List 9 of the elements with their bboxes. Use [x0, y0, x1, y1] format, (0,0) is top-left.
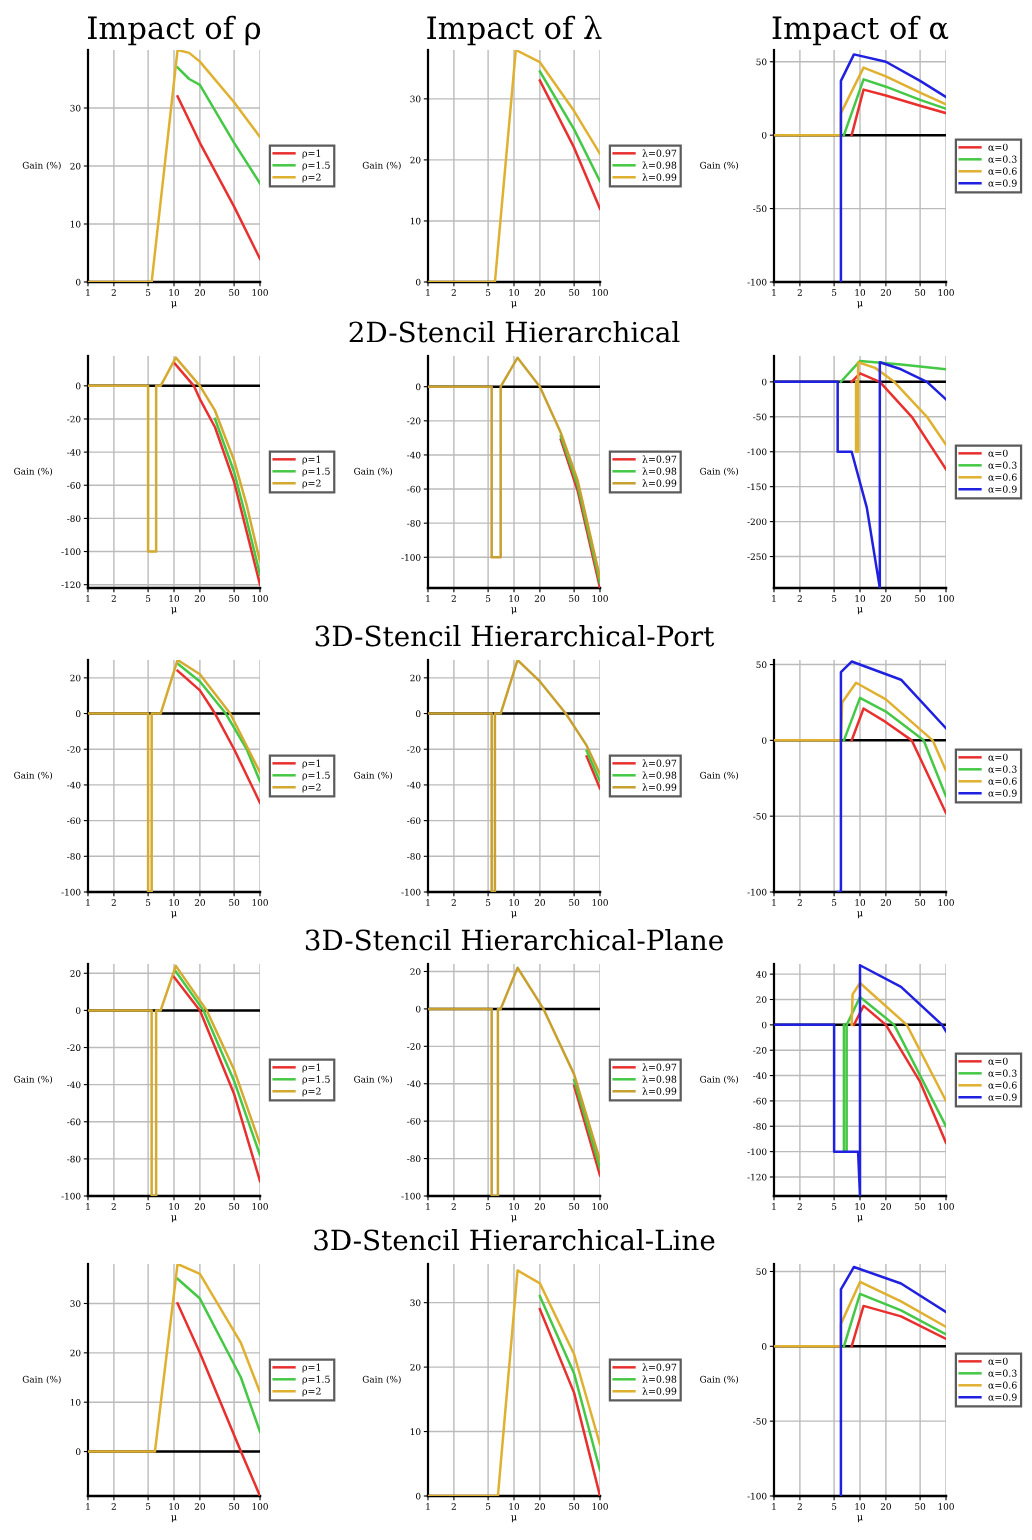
chart-title: Impact of λ [427, 15, 602, 46]
line-series [172, 975, 260, 1183]
chart-title: 3D-Stencil Hierarchical-Plane [305, 929, 723, 951]
chart-title: Impact of ρ [88, 15, 261, 46]
line-series [174, 970, 260, 1157]
chart-title: 3D-Stencil Hierarchical-Port [315, 625, 715, 647]
chart-title: 2D-Stencil Hierarchical [349, 321, 680, 343]
chart-title: 3D-Stencil Hierarchical-Line [314, 1229, 715, 1251]
chart-title: Impact of α [772, 15, 949, 46]
